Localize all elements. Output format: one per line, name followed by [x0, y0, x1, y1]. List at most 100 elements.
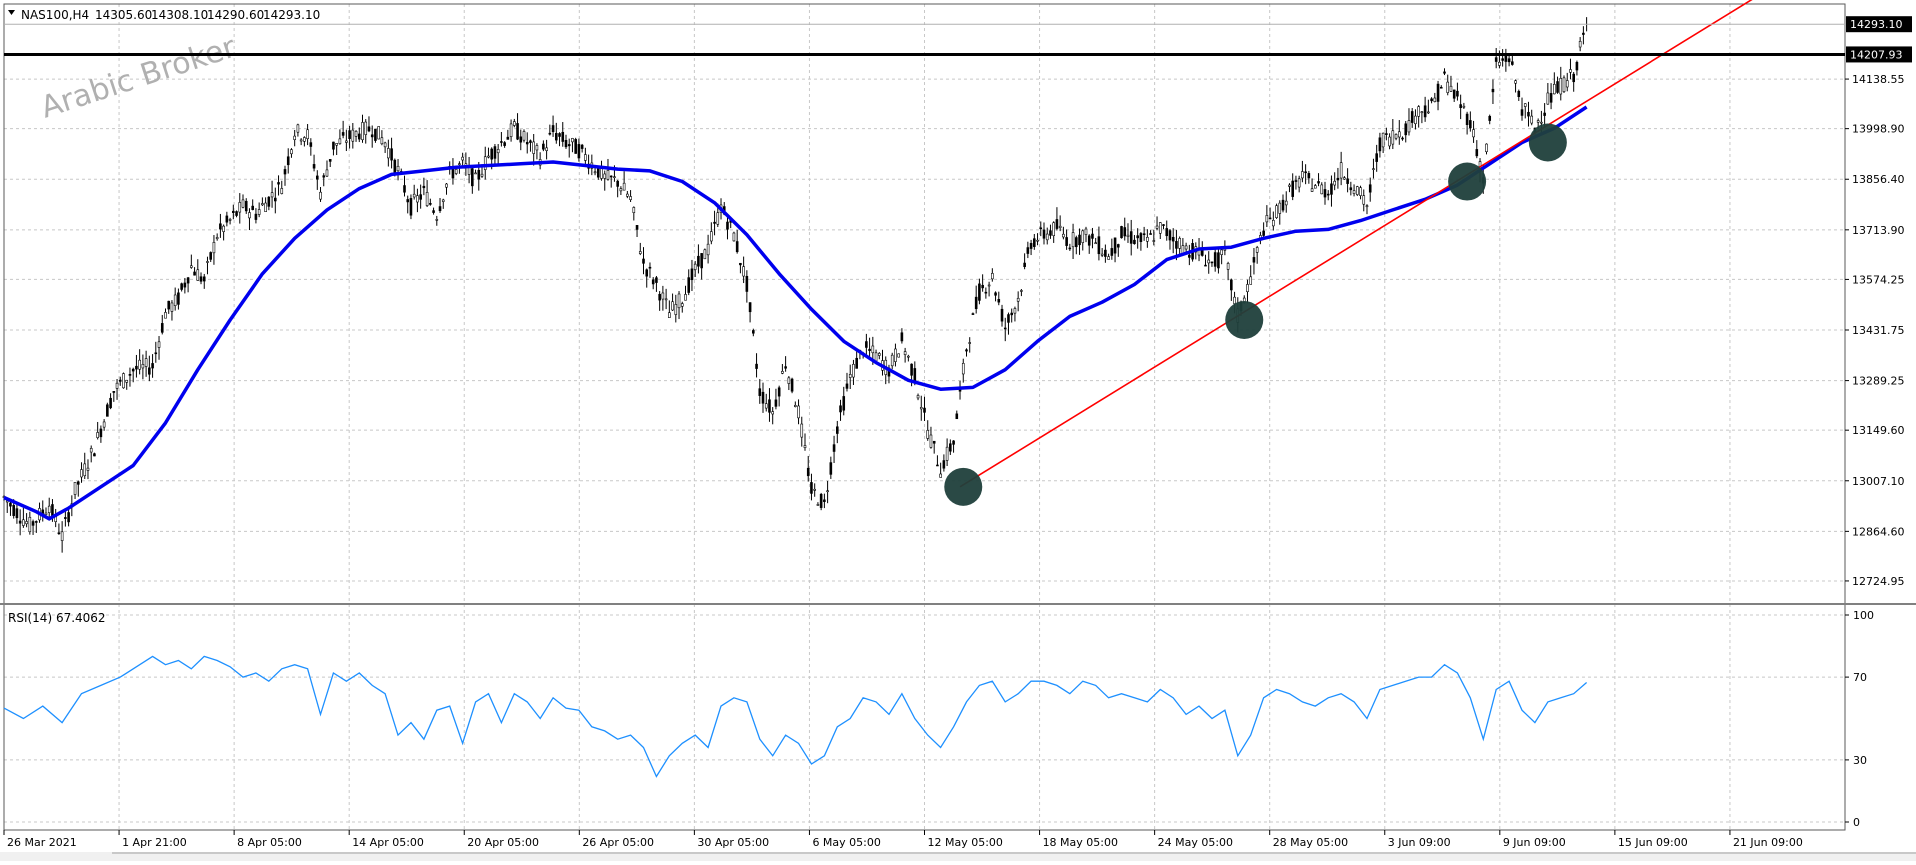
- candle-body: [115, 382, 119, 389]
- candle-body: [1307, 173, 1311, 179]
- chart-menu-triangle-icon[interactable]: [8, 10, 15, 15]
- candle-body: [435, 219, 439, 221]
- candle-body: [173, 294, 177, 306]
- candle-body: [283, 169, 287, 175]
- candle-body: [816, 504, 820, 506]
- candle-body: [1113, 237, 1117, 254]
- candle-body: [635, 225, 639, 230]
- candle-body: [684, 294, 687, 301]
- price-axis-label: 13574.25: [1852, 273, 1905, 286]
- candle-body: [1071, 232, 1075, 248]
- bottom-status-strip: [0, 852, 1916, 861]
- rsi-axis-label: 0: [1853, 816, 1860, 829]
- candle-body: [1314, 185, 1317, 189]
- candle-body: [1520, 109, 1524, 116]
- candle-body: [829, 462, 833, 475]
- ohlc-open: 14305.60: [95, 8, 152, 22]
- candle-body: [374, 128, 377, 141]
- candle-body: [141, 364, 145, 369]
- candle-body: [357, 133, 361, 140]
- time-axis-label: 15 Jun 09:00: [1618, 836, 1688, 849]
- candle-body: [1081, 230, 1085, 243]
- time-axis-label: 18 May 05:00: [1043, 836, 1118, 849]
- candle-body: [693, 263, 697, 270]
- ohlc-low: 14290.60: [207, 8, 264, 22]
- candle-body: [1372, 168, 1375, 170]
- candle-body: [690, 268, 694, 281]
- candle-body: [806, 467, 810, 477]
- support-trendline[interactable]: [959, 0, 1797, 488]
- candle-body: [18, 520, 22, 524]
- candle-body: [752, 330, 755, 334]
- candle-body: [865, 341, 868, 348]
- rsi-axis[interactable]: 100 70 30 0: [1845, 609, 1874, 829]
- candle-body: [949, 443, 952, 452]
- candle-body: [1352, 190, 1356, 194]
- time-axis-label: 3 Jun 09:00: [1388, 836, 1451, 849]
- candle-body: [974, 296, 978, 310]
- candle-body: [332, 141, 335, 150]
- candle-body: [277, 182, 280, 185]
- candle-body: [144, 358, 148, 367]
- candle-body: [897, 353, 900, 358]
- candle-body: [1572, 73, 1575, 83]
- candle-body: [1165, 228, 1169, 237]
- candle-body: [1575, 61, 1579, 71]
- candle-body: [429, 203, 432, 205]
- rsi-grid: [3, 604, 1845, 830]
- chart-header: NAS100,H4 14305.60 14308.10 14290.60 142…: [8, 8, 320, 22]
- candle-body: [1155, 225, 1159, 229]
- candle-body: [1414, 115, 1417, 125]
- candle-body: [710, 231, 713, 242]
- candle-body: [1449, 85, 1453, 92]
- candle-body: [254, 213, 258, 220]
- candle-body: [525, 141, 529, 145]
- candle-body: [1291, 180, 1294, 197]
- candle-body: [1275, 205, 1278, 218]
- candle-body: [1501, 58, 1504, 61]
- candle-body: [193, 271, 196, 276]
- candle-body: [64, 517, 67, 519]
- candle-body: [125, 379, 129, 383]
- candle-body: [1362, 195, 1366, 205]
- candle-body: [651, 279, 655, 285]
- candle-body: [483, 156, 487, 170]
- candle-body: [1255, 247, 1259, 253]
- candle-body: [1036, 239, 1039, 242]
- candle-body: [981, 284, 984, 289]
- candle-body: [432, 210, 435, 213]
- candle-body: [1188, 254, 1191, 258]
- candle-body: [225, 215, 229, 223]
- candle-body: [1507, 58, 1511, 63]
- candle-body: [425, 192, 429, 206]
- candle-body: [96, 432, 99, 438]
- candle-body: [768, 399, 771, 413]
- candle-body: [228, 219, 232, 221]
- candle-body: [1469, 120, 1472, 129]
- touch-point-marker: [1448, 162, 1487, 201]
- touch-point-marker: [1225, 300, 1264, 339]
- candle-body: [516, 123, 519, 140]
- candle-body: [503, 142, 506, 146]
- candle-body: [1133, 239, 1136, 245]
- candle-body: [1443, 71, 1446, 74]
- candle-body: [367, 126, 371, 132]
- candle-body: [1129, 231, 1133, 244]
- candle-body: [1523, 103, 1527, 107]
- price-axis[interactable]: 12724.95 12864.60 13007.10 13149.60 13289.25…: [4, 16, 1912, 588]
- touch-point-marker: [944, 467, 983, 506]
- candle-body: [1013, 308, 1017, 314]
- candle-body: [1033, 238, 1036, 247]
- candle-body: [1304, 171, 1307, 174]
- candle-body: [987, 284, 991, 287]
- time-axis[interactable]: 26 Mar 2021 1 Apr 21:00 8 Apr 05:00 14 Apr …: [3, 830, 1803, 849]
- candle-body: [403, 185, 406, 193]
- candle-body: [1104, 249, 1107, 257]
- candle-body: [309, 142, 313, 147]
- candle-body: [135, 365, 138, 370]
- candle-body: [1168, 230, 1172, 241]
- candle-body: [196, 269, 200, 281]
- candle-body: [664, 298, 668, 301]
